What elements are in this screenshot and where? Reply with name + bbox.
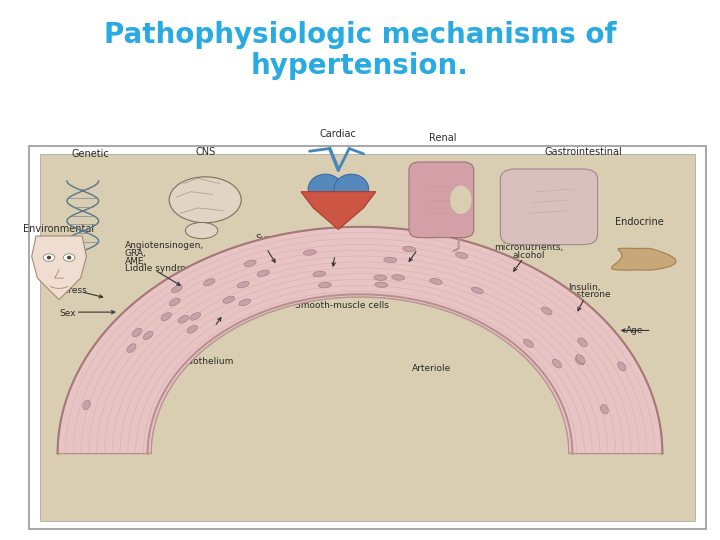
Ellipse shape: [83, 400, 90, 410]
FancyBboxPatch shape: [29, 146, 706, 529]
Text: Endothelium: Endothelium: [176, 357, 234, 366]
Text: Renal: Renal: [429, 133, 456, 143]
Text: hypertension.: hypertension.: [251, 52, 469, 80]
Ellipse shape: [577, 338, 587, 347]
Ellipse shape: [187, 325, 197, 333]
Ellipse shape: [127, 343, 136, 353]
Ellipse shape: [456, 252, 468, 258]
Text: Gastrointestinal: Gastrointestinal: [544, 147, 622, 157]
Ellipse shape: [600, 404, 608, 414]
Ellipse shape: [132, 328, 142, 337]
Ellipse shape: [523, 339, 534, 347]
Polygon shape: [32, 236, 86, 300]
Polygon shape: [301, 192, 376, 230]
Ellipse shape: [552, 359, 562, 368]
FancyBboxPatch shape: [40, 154, 695, 521]
Text: alcohol: alcohol: [513, 251, 546, 260]
Ellipse shape: [430, 279, 442, 285]
Ellipse shape: [169, 298, 180, 306]
Ellipse shape: [223, 296, 235, 303]
Text: Endothelin,: Endothelin,: [179, 314, 231, 323]
Text: Liddle syndrome: Liddle syndrome: [125, 265, 199, 273]
Ellipse shape: [257, 270, 269, 276]
Ellipse shape: [67, 255, 71, 260]
Text: Sympathetic: Sympathetic: [256, 234, 313, 243]
Polygon shape: [611, 248, 676, 270]
Text: Arteriole: Arteriole: [413, 364, 451, 373]
Text: retention: retention: [402, 242, 444, 251]
Text: Sodium: Sodium: [406, 234, 441, 243]
Ellipse shape: [375, 282, 388, 288]
Text: activation: activation: [256, 242, 301, 251]
Ellipse shape: [43, 254, 55, 261]
Ellipse shape: [575, 356, 584, 365]
Text: Insulin,: Insulin,: [568, 283, 601, 292]
Text: nitric oxide: nitric oxide: [180, 322, 230, 330]
Text: Cardiac: Cardiac: [318, 240, 352, 248]
Text: AME,: AME,: [125, 257, 147, 266]
Text: micronutrients,: micronutrients,: [495, 244, 564, 252]
Ellipse shape: [308, 174, 343, 204]
Text: Age: Age: [626, 326, 644, 335]
Ellipse shape: [47, 255, 51, 260]
Text: CNS: CNS: [195, 147, 215, 157]
Text: Angiotensinogen,: Angiotensinogen,: [125, 241, 204, 250]
Text: output: output: [320, 247, 350, 256]
Ellipse shape: [334, 174, 369, 204]
Ellipse shape: [185, 222, 217, 239]
Text: Environmental: Environmental: [24, 225, 94, 234]
Ellipse shape: [178, 315, 189, 323]
Ellipse shape: [374, 275, 387, 280]
Ellipse shape: [204, 279, 215, 286]
FancyBboxPatch shape: [500, 169, 598, 245]
Ellipse shape: [161, 313, 171, 321]
Ellipse shape: [541, 307, 552, 315]
Text: Cardiac: Cardiac: [320, 129, 357, 139]
FancyBboxPatch shape: [409, 162, 474, 238]
Text: GRA,: GRA,: [125, 249, 146, 258]
Ellipse shape: [171, 285, 182, 293]
Ellipse shape: [190, 313, 201, 320]
Ellipse shape: [472, 287, 483, 294]
Ellipse shape: [239, 299, 251, 306]
Ellipse shape: [313, 271, 325, 277]
Ellipse shape: [618, 362, 626, 371]
Text: Stress: Stress: [59, 286, 87, 295]
Ellipse shape: [318, 282, 331, 288]
Text: Pathophysiologic mechanisms of: Pathophysiologic mechanisms of: [104, 21, 616, 49]
Polygon shape: [58, 227, 662, 454]
Text: Sex: Sex: [59, 309, 76, 318]
Ellipse shape: [237, 281, 249, 288]
Ellipse shape: [169, 177, 241, 222]
Text: Endocrine: Endocrine: [615, 218, 664, 227]
Ellipse shape: [303, 249, 316, 255]
Ellipse shape: [143, 331, 153, 340]
Ellipse shape: [63, 254, 75, 261]
Ellipse shape: [244, 260, 256, 266]
Text: Smooth-muscle cells: Smooth-muscle cells: [295, 301, 389, 309]
Ellipse shape: [392, 275, 405, 280]
Ellipse shape: [384, 257, 397, 262]
Ellipse shape: [402, 246, 415, 252]
Ellipse shape: [451, 186, 471, 213]
Text: Obesity,: Obesity,: [510, 236, 548, 245]
Text: Genetic: Genetic: [72, 149, 109, 159]
Text: aldosterone: aldosterone: [558, 291, 611, 299]
Ellipse shape: [576, 355, 585, 363]
